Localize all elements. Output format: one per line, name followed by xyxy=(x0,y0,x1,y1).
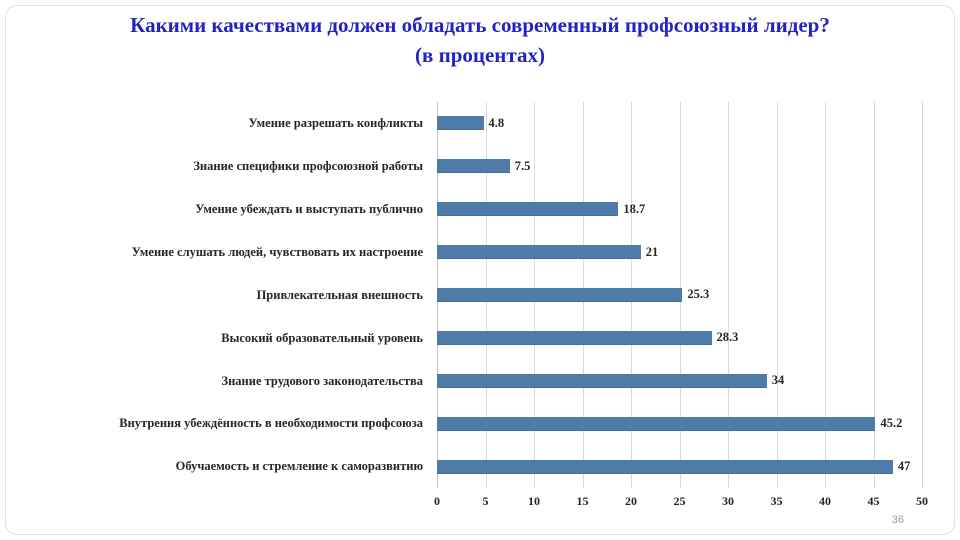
x-tick-label: 5 xyxy=(482,494,489,508)
chart-row: 34 xyxy=(437,359,922,402)
value-label: 25.3 xyxy=(687,287,710,302)
x-tick-label: 20 xyxy=(625,494,637,508)
chart-title: Какими качествами должен обладать соврем… xyxy=(130,13,830,37)
chart-row: 47 xyxy=(437,445,922,488)
value-label: 4.8 xyxy=(488,115,505,130)
category-label: Внутрення убеждённость в необходимости п… xyxy=(119,416,423,431)
x-tick-label: 15 xyxy=(576,494,589,508)
category-label: Знание специфики профсоюзной работы xyxy=(193,159,423,174)
plot-area: 4.8 7.5 18.7 21 25.3 28.3 34 45.2 47 xyxy=(437,102,923,488)
value-label: 28.3 xyxy=(716,330,739,345)
page-number: 36 xyxy=(891,514,904,526)
chart-row: 28.3 xyxy=(437,316,922,359)
bar xyxy=(437,159,510,174)
gridline xyxy=(825,102,826,488)
bar xyxy=(437,459,893,474)
value-label: 7.5 xyxy=(514,158,531,173)
chart-row: 7.5 xyxy=(437,145,922,188)
category-label: Привлекательная внешность xyxy=(256,287,423,302)
chart-subtitle: (в процентах) xyxy=(415,43,545,68)
gridline xyxy=(728,102,729,488)
x-axis: 0 5 10 15 20 25 30 35 40 45 50 xyxy=(434,494,928,514)
bar-chart: Умение разрешать конфликты Знание специфи… xyxy=(0,102,960,514)
value-label: 47 xyxy=(897,459,911,474)
gridline xyxy=(922,102,923,488)
chart-row: 21 xyxy=(437,231,922,274)
category-label: Умение разрешать конфликты xyxy=(248,116,423,131)
category-label: Высокий образовательный уровень xyxy=(221,330,423,345)
value-label: 21 xyxy=(645,244,659,259)
bar xyxy=(437,330,712,345)
x-tick-label: 10 xyxy=(528,494,540,508)
chart-row: 4.8 xyxy=(437,102,922,145)
x-tick-label: 0 xyxy=(434,494,440,508)
bar xyxy=(437,287,683,302)
chart-row: 45.2 xyxy=(437,402,922,445)
gridline xyxy=(776,102,778,488)
bar xyxy=(437,416,876,431)
x-tick-label: 35 xyxy=(770,494,783,508)
x-tick-label: 25 xyxy=(673,494,686,508)
category-label: Умение убеждать и выступать публично xyxy=(195,202,423,217)
chart-row: 25.3 xyxy=(437,274,922,317)
bar xyxy=(437,202,619,217)
x-tick-label: 30 xyxy=(722,494,734,508)
value-label: 45.2 xyxy=(880,416,903,431)
category-label: Обучаемость и стремление к саморазвитию xyxy=(175,459,423,474)
category-label: Знание трудового законодательства xyxy=(221,373,424,388)
chart-header: Какими качествами должен обладать соврем… xyxy=(20,10,940,71)
chart-row: 18.7 xyxy=(437,188,922,231)
category-label: Умение слушать людей, чувствовать их нас… xyxy=(131,244,423,259)
value-label: 34 xyxy=(771,373,785,388)
bar xyxy=(437,116,484,131)
category-labels: Умение разрешать конфликты Знание специфи… xyxy=(0,102,430,488)
x-tick-label: 50 xyxy=(916,494,928,508)
gridline xyxy=(873,102,875,488)
value-label: 18.7 xyxy=(623,201,646,216)
x-tick-label: 40 xyxy=(819,494,831,508)
bar xyxy=(437,373,767,388)
x-tick-label: 45 xyxy=(867,494,880,508)
bar xyxy=(437,245,641,260)
